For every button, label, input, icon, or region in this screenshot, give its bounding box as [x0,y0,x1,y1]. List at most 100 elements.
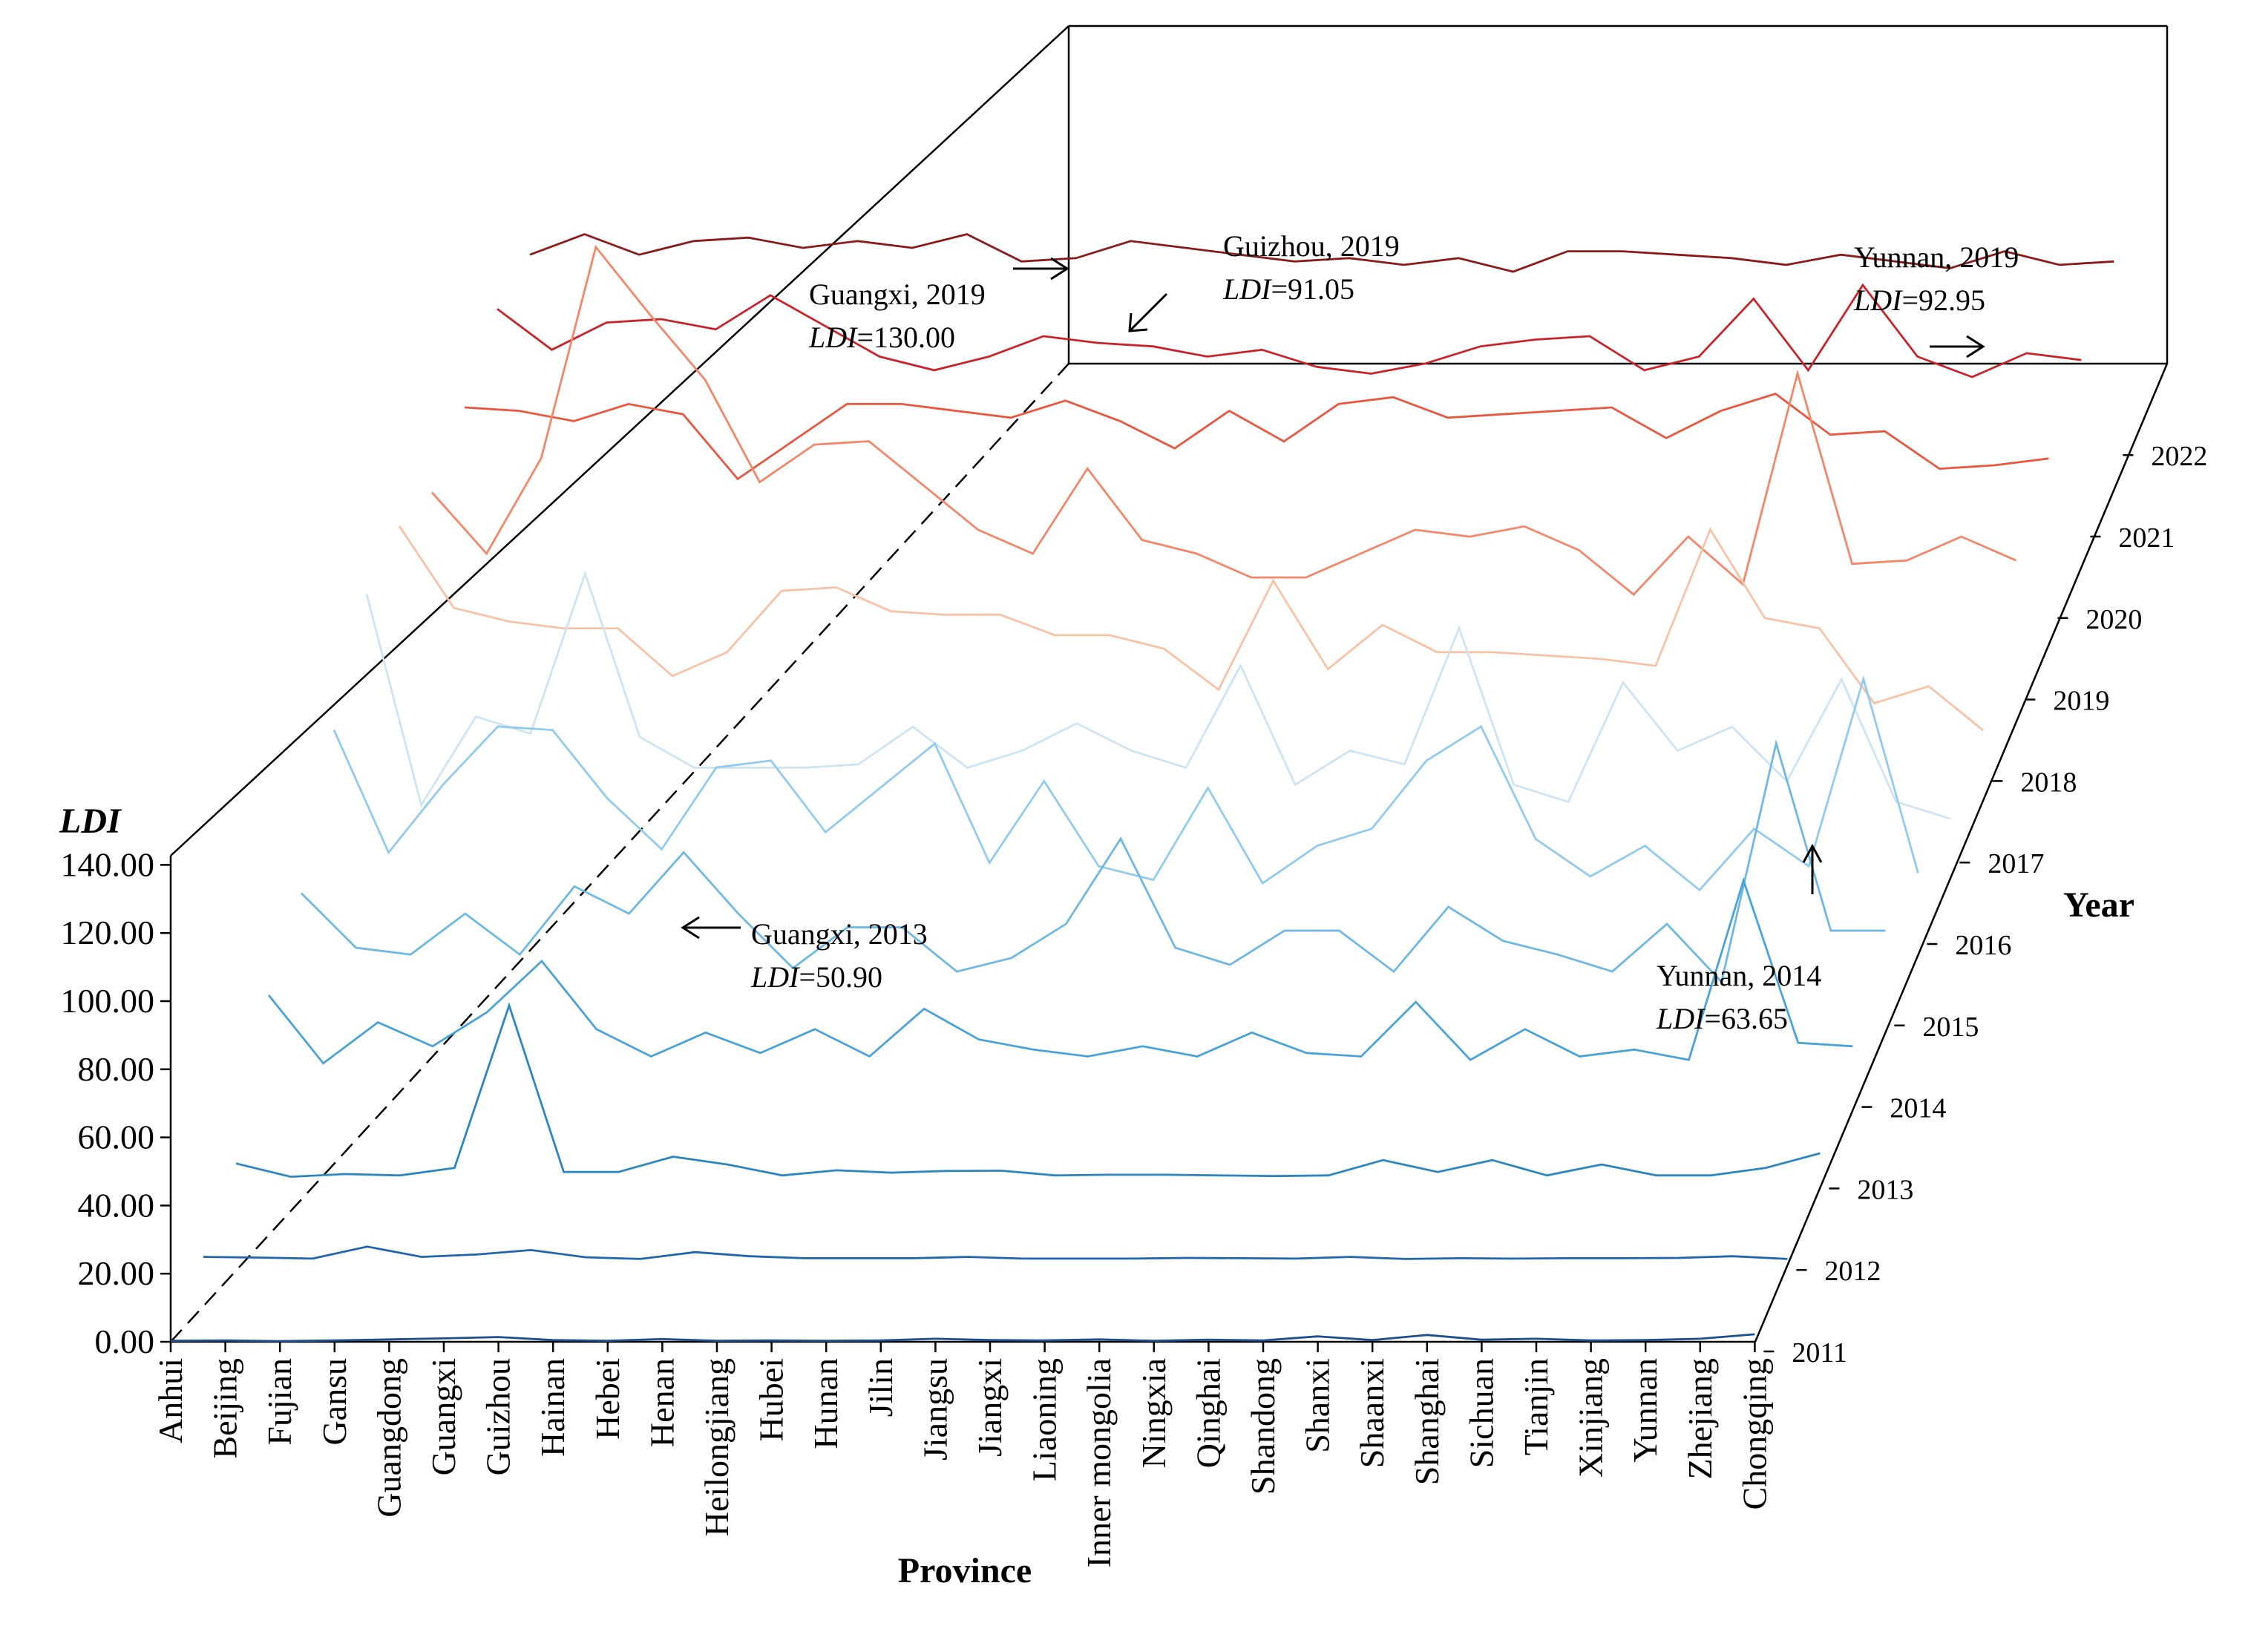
annotation-var: LDI [808,321,858,354]
y-tick-label: 140.00 [61,845,155,883]
series-line-2016 [332,675,1919,892]
year-axis: 2011 2012 2013 2014 2015 2016 2017 2018 2019 2020… [1763,441,2207,1369]
year-tick-label: 2012 [1824,1256,1881,1287]
annotations: Guangxi, 2013 LDI=50.90 Yunnan, 2014 LDI… [681,229,2019,1035]
annotation-yunnan-2019: Yunnan, 2019 LDI=92.95 [1853,240,2019,358]
series-line-2018 [398,525,1985,732]
series-line-2020 [464,393,2049,481]
x-tick-label: Inner mongolia [1080,1358,1118,1567]
y-tick-label: 120.00 [61,914,155,951]
x-tick-label: Shandong [1244,1358,1282,1495]
y-tick-label: 20.00 [78,1254,155,1292]
annotation-yunnan-2014-value: LDI=63.65 [1656,1002,1788,1035]
y-tick-label: 60.00 [78,1118,155,1156]
series-line-2012 [203,1245,1788,1260]
annotation-number: =92.95 [1901,283,1985,317]
x-tick-label: Hebei [589,1358,626,1440]
annotation-guangxi-2013: Guangxi, 2013 LDI=50.90 [681,916,928,994]
x-tick-label: Ningxia [1135,1358,1173,1468]
x-tick-label: Guizhou [479,1358,517,1475]
annotation-number: =130.00 [856,321,955,354]
year-tick-label: 2017 [1988,848,2044,879]
y-tick-label: 0.00 [95,1322,155,1360]
arrow-icon [1013,257,1069,281]
y-tick-label: 100.00 [61,982,155,1020]
year-tick-label: 2021 [2118,522,2175,554]
x-tick-label: Hainan [534,1358,571,1457]
annotation-guizhou-2019: Guizhou, 2019 LDI=91.05 [1128,229,1400,332]
x-tick-label: Heilongjiang [698,1358,735,1536]
y-tick-label: 80.00 [78,1050,155,1088]
annotation-number: =50.90 [799,960,882,994]
year-tick-label: 2019 [2053,686,2109,717]
x-tick-label: Jiangxi [971,1358,1009,1457]
annotation-guangxi-2019: Guangxi, 2019 LDI=130.00 [808,257,1069,354]
series-line-2011 [170,1333,1755,1343]
x-tick-label: Tianjin [1517,1358,1555,1455]
x-tick-label: Chongqing [1735,1358,1773,1510]
x-tick-label: Gansu [315,1358,353,1446]
annotation-guangxi-2019-value: LDI=130.00 [808,321,955,354]
year-tick-label: 2013 [1857,1174,1913,1205]
year-tick-label: 2011 [1792,1337,1847,1369]
annotation-guangxi-2019-title: Guangxi, 2019 [809,278,986,311]
annotation-guizhou-2019-value: LDI=91.05 [1222,272,1354,306]
series-line-2013 [235,1002,1821,1179]
x-tick-label: Henan [643,1358,681,1447]
z-axis-title: Year [2063,885,2134,925]
annotation-guangxi-2013-title: Guangxi, 2013 [751,917,928,951]
right-floor-edge [1754,363,2169,1343]
y-axis: 0.00 20.00 40.00 60.00 80.00 100.00 120.00 140.… [61,845,171,1360]
annotation-guangxi-2013-value: LDI=50.90 [750,960,882,994]
series-line-2014 [267,876,1853,1065]
x-tick-label: Fujian [261,1358,298,1446]
year-tick-label: 2018 [2020,767,2077,798]
x-tick-label: Sichuan [1462,1358,1500,1468]
x-axis-title: Province [898,1551,1032,1590]
year-tick-label: 2014 [1890,1093,1946,1124]
annotation-number: =63.65 [1704,1002,1788,1035]
x-tick-label: Shanghai [1408,1358,1446,1485]
annotation-guizhou-2019-title: Guizhou, 2019 [1223,229,1400,263]
year-tick-label: 2022 [2151,441,2207,472]
annotation-yunnan-2019-value: LDI=92.95 [1853,283,1985,317]
annotation-yunnan-2019-title: Yunnan, 2019 [1854,240,2019,274]
x-tick-label: Liaoning [1026,1358,1064,1481]
x-tick-label: Beijing [206,1358,244,1458]
series-line-2019 [430,244,2016,597]
top-left-edge [170,25,1069,856]
y-axis-title: LDI [59,802,122,841]
year-tick-label: 2020 [2085,604,2142,635]
arrow-icon [1128,292,1168,332]
series-line-2015 [301,739,1886,984]
x-tick-label: Jiangsu [916,1358,954,1461]
x-tick-label: Guangdong [370,1358,407,1518]
x-tick-label: Guangxi [425,1358,462,1475]
left-floor-edge [170,363,1069,1343]
series-line-2017 [365,570,1951,820]
annotation-var: LDI [1222,272,1272,306]
x-tick-label: Yunnan [1626,1358,1664,1463]
arrow-icon [1802,843,1823,894]
annotation-number: =91.05 [1271,272,1354,306]
x-tick-label: Hunan [807,1358,845,1449]
x-tick-label: Hubei [753,1358,790,1441]
series-line-2022 [529,233,2114,273]
x-tick-label: Shanxi [1299,1358,1337,1453]
series-layer [170,233,2114,1343]
x-tick-label: Anhui [151,1358,189,1443]
x-axis: Anhui Beijing Fujian Gansu Guangdong Guangxi G… [151,1342,1773,1567]
x-tick-label: Zhejiang [1681,1358,1719,1480]
year-tick-label: 2015 [1922,1012,1979,1043]
annotation-var: LDI [1656,1002,1706,1035]
x-tick-label: Shaanxi [1353,1358,1391,1468]
x-tick-label: Jilin [862,1358,900,1417]
chart-frame [169,24,2169,1343]
annotation-var: LDI [1853,283,1903,317]
arrow-icon [1930,335,1985,358]
x-tick-label: Xinjiang [1572,1358,1610,1478]
y-tick-label: 40.00 [78,1186,155,1224]
x-tick-label: Qinghai [1189,1358,1227,1468]
series-line-2021 [497,283,2082,378]
